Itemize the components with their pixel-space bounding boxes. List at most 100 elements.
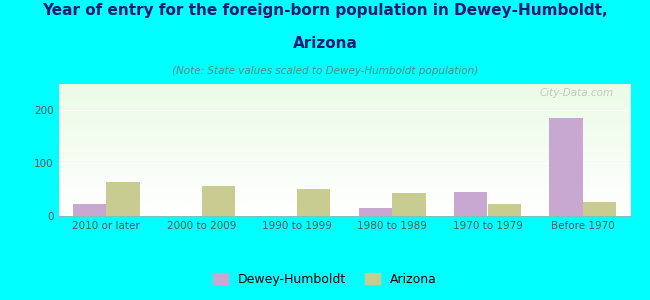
Bar: [58, 168, 630, 169]
Bar: [58, 171, 630, 172]
Bar: [58, 192, 630, 193]
Bar: [58, 149, 630, 150]
Bar: [58, 195, 630, 196]
Bar: [58, 178, 630, 179]
Legend: Dewey-Humboldt, Arizona: Dewey-Humboldt, Arizona: [208, 268, 442, 291]
Bar: [58, 175, 630, 176]
Bar: [58, 107, 630, 108]
Bar: [58, 106, 630, 107]
Bar: [58, 197, 630, 198]
Bar: [58, 89, 630, 90]
Bar: [58, 158, 630, 159]
Bar: [454, 192, 488, 216]
Bar: [58, 199, 630, 200]
Bar: [58, 208, 630, 209]
Bar: [58, 153, 630, 154]
Bar: [58, 169, 630, 170]
Bar: [58, 179, 630, 180]
Bar: [58, 84, 630, 85]
Bar: [58, 157, 630, 158]
Bar: [58, 122, 630, 123]
Bar: [58, 203, 630, 204]
Bar: [58, 196, 630, 197]
Bar: [58, 126, 630, 127]
Bar: [58, 205, 630, 206]
Bar: [58, 105, 630, 106]
Bar: [297, 188, 330, 216]
Bar: [58, 144, 630, 145]
Bar: [58, 184, 630, 185]
Text: (Note: State values scaled to Dewey-Humboldt population): (Note: State values scaled to Dewey-Humb…: [172, 66, 478, 76]
Bar: [58, 150, 630, 151]
Bar: [58, 128, 630, 129]
Bar: [58, 104, 630, 105]
Bar: [58, 156, 630, 157]
Text: Arizona: Arizona: [292, 36, 358, 51]
Bar: [58, 123, 630, 124]
Bar: [58, 181, 630, 182]
Bar: [58, 118, 630, 119]
Bar: [58, 116, 630, 117]
Bar: [58, 114, 630, 115]
Bar: [106, 182, 140, 216]
Bar: [58, 200, 630, 201]
Bar: [58, 86, 630, 87]
Bar: [58, 120, 630, 121]
Bar: [58, 172, 630, 173]
Bar: [58, 188, 630, 189]
Bar: [58, 115, 630, 116]
Bar: [58, 132, 630, 133]
Bar: [58, 99, 630, 100]
Bar: [58, 183, 630, 184]
Bar: [488, 204, 521, 216]
Bar: [58, 214, 630, 215]
Bar: [58, 212, 630, 213]
Bar: [58, 96, 630, 97]
Text: Year of entry for the foreign-born population in Dewey-Humboldt,: Year of entry for the foreign-born popul…: [42, 3, 608, 18]
Bar: [359, 208, 392, 216]
Bar: [58, 142, 630, 143]
Bar: [58, 143, 630, 144]
Bar: [58, 201, 630, 202]
Bar: [58, 124, 630, 125]
Bar: [58, 140, 630, 141]
Bar: [58, 139, 630, 140]
Bar: [58, 85, 630, 86]
Bar: [58, 180, 630, 181]
Bar: [58, 182, 630, 183]
Bar: [73, 204, 106, 216]
Bar: [58, 173, 630, 174]
Bar: [58, 109, 630, 110]
Bar: [58, 148, 630, 149]
Bar: [58, 198, 630, 199]
Bar: [58, 165, 630, 166]
Bar: [583, 202, 616, 216]
Bar: [58, 155, 630, 156]
Bar: [58, 194, 630, 195]
Bar: [58, 112, 630, 113]
Bar: [58, 162, 630, 163]
Bar: [58, 94, 630, 95]
Bar: [58, 186, 630, 187]
Bar: [58, 152, 630, 153]
Bar: [58, 151, 630, 152]
Bar: [58, 141, 630, 142]
Text: City-Data.com: City-Data.com: [540, 88, 614, 98]
Bar: [58, 176, 630, 177]
Bar: [58, 119, 630, 120]
Bar: [58, 206, 630, 207]
Bar: [58, 191, 630, 192]
Bar: [549, 118, 583, 216]
Bar: [58, 154, 630, 155]
Bar: [58, 135, 630, 136]
Bar: [58, 189, 630, 190]
Bar: [58, 130, 630, 131]
Bar: [58, 136, 630, 137]
Bar: [58, 97, 630, 98]
Bar: [58, 164, 630, 165]
Bar: [58, 98, 630, 99]
Bar: [58, 125, 630, 126]
Bar: [58, 133, 630, 134]
Bar: [58, 209, 630, 210]
Bar: [58, 100, 630, 101]
